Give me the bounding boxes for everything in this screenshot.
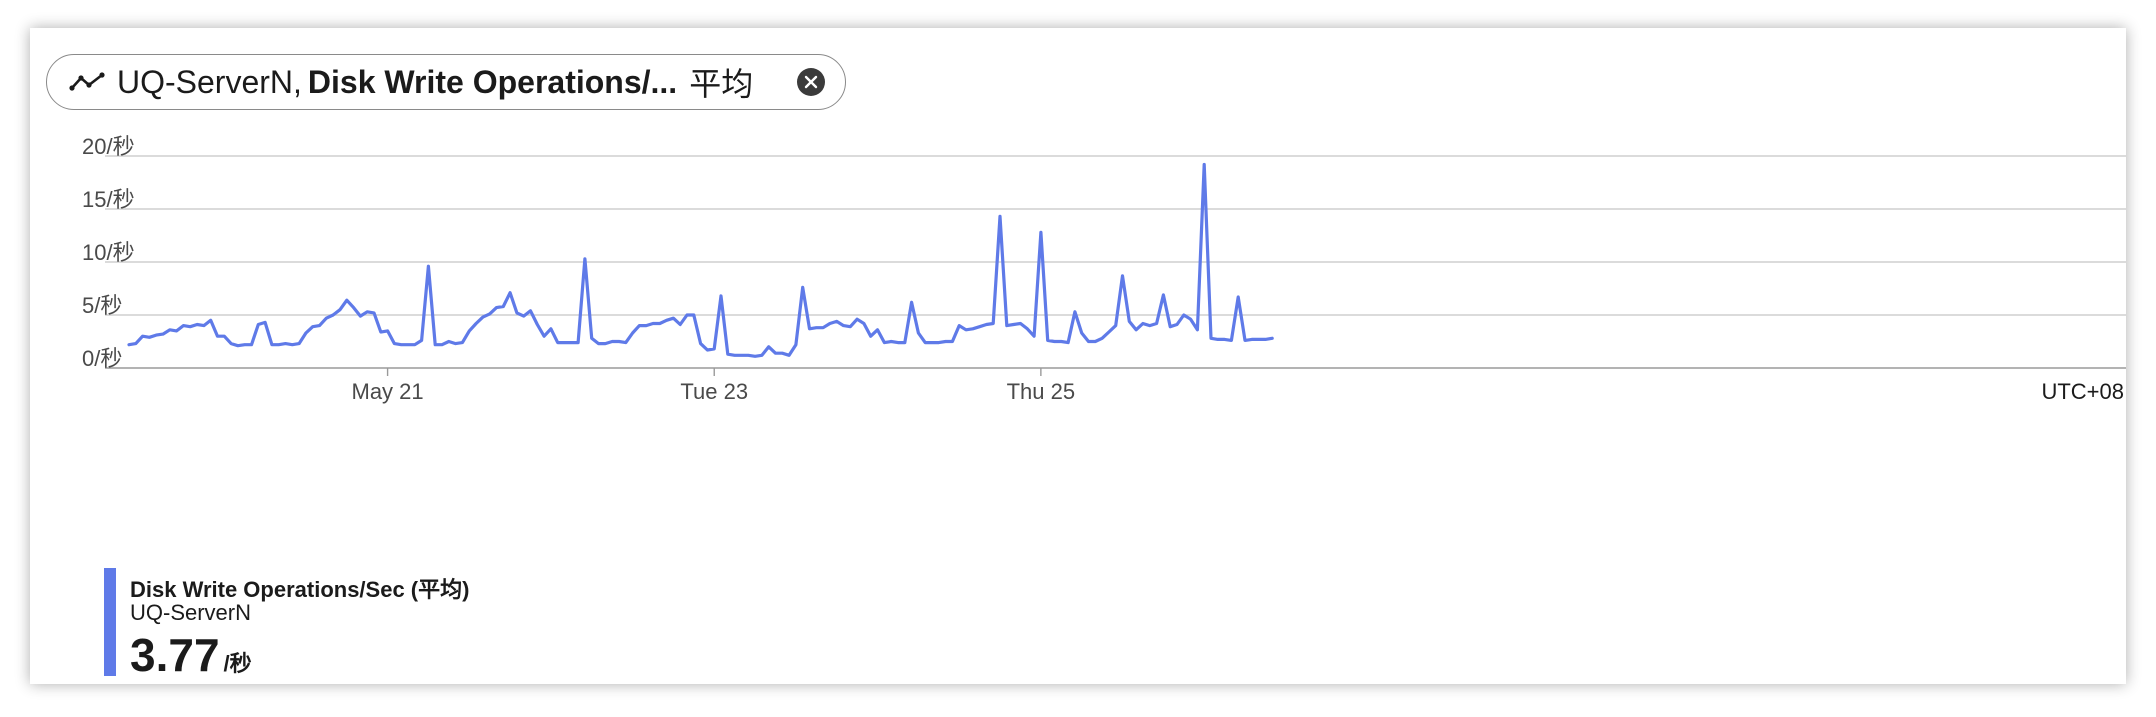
pill-aggregation: 平均	[689, 66, 754, 102]
legend-value-number: 3.77	[130, 629, 220, 681]
y-tick-label-3: 15/秒	[82, 187, 135, 212]
chart-card: UQ-ServerN , Disk Write Operations/... 平…	[30, 28, 2126, 684]
pill-resource-name: UQ-ServerN	[117, 63, 294, 100]
timezone-label: UTC+08	[2041, 379, 2124, 404]
legend-color-swatch	[104, 568, 116, 676]
pill-metric-name: Disk Write Operations/...	[307, 63, 678, 100]
line-chart: 0/秒 5/秒 10/秒 15/秒 20/秒 May 21 Tue 23 Thu 25 UTC+…	[82, 134, 2126, 404]
y-tick-label-4: 20/秒	[82, 134, 135, 159]
x-tick-label-2: Thu 25	[1007, 379, 1076, 404]
legend-resource-name: UQ-ServerN	[130, 600, 252, 625]
pill-separator: ,	[293, 63, 302, 100]
chart-legend[interactable]: Disk Write Operations/Sec (平均) UQ-Server…	[104, 568, 704, 681]
x-tick-label-0: May 21	[352, 379, 424, 404]
legend-value: 3.77/秒	[130, 628, 252, 682]
series-line-0	[127, 162, 1274, 358]
legend-metric-title: Disk Write Operations/Sec (平均)	[130, 577, 470, 602]
legend-value-unit: /秒	[223, 651, 252, 676]
close-icon[interactable]	[797, 68, 825, 96]
y-tick-label-0: 0/秒	[82, 346, 122, 371]
metric-selector-pill[interactable]: UQ-ServerN , Disk Write Operations/... 平…	[46, 54, 846, 110]
line-chart-icon	[69, 72, 105, 91]
y-tick-label-1: 5/秒	[82, 293, 122, 318]
y-tick-label-2: 10/秒	[82, 240, 135, 265]
x-tick-label-1: Tue 23	[680, 379, 748, 404]
